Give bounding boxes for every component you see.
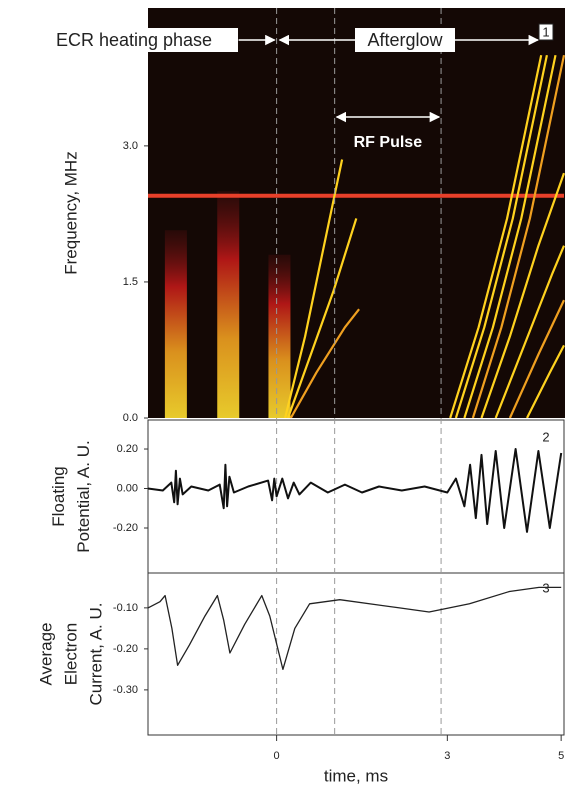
spectral-line — [449, 54, 543, 418]
y-axis-label: Current, A. U. — [86, 603, 105, 706]
y-tick-label: -0.30 — [113, 684, 138, 696]
panel-label: 2 — [542, 429, 549, 444]
y-axis-label: Electron — [61, 623, 80, 685]
annotation-box — [355, 28, 455, 52]
y-tick-label: 0.20 — [117, 443, 138, 455]
panel-label-box — [538, 23, 554, 41]
y-tick-label: -0.20 — [113, 522, 138, 534]
annotation: ECR heating phase — [56, 30, 212, 50]
y-tick-label: 0.0 — [123, 412, 138, 424]
y-tick-label: 3.0 — [123, 140, 138, 152]
trace — [147, 586, 562, 671]
x-axis-label: time, ms — [324, 766, 388, 785]
y-axis-label: Floating — [49, 466, 68, 526]
spectral-line — [471, 54, 565, 418]
burst — [164, 230, 187, 418]
burst — [268, 254, 291, 418]
x-tick-label: 0 — [274, 750, 280, 762]
y-tick-label: -0.20 — [113, 643, 138, 655]
y-axis-label: Potential, A. U. — [74, 440, 93, 552]
trace — [147, 448, 563, 533]
y-axis-label: Frequency, MHz — [61, 151, 80, 274]
x-tick-label: 5 — [558, 750, 564, 762]
panel-label: 1 — [542, 24, 549, 39]
annotation: RF Pulse — [354, 134, 423, 151]
spectral-line — [508, 299, 565, 418]
x-tick-label: 3 — [444, 750, 450, 762]
y-tick-label: -0.10 — [113, 602, 138, 614]
spectral-line — [463, 54, 557, 418]
spectral-line — [494, 245, 565, 418]
annotation-box — [30, 28, 238, 52]
annotation: Afterglow — [367, 30, 443, 50]
spectral-line — [454, 54, 548, 418]
spectral-line — [480, 172, 565, 418]
spectrogram — [148, 54, 565, 418]
burst — [217, 191, 240, 418]
axes: 0.0 1.5 3.0 Frequency, MHz 1 ECR heating phas… — [30, 8, 564, 785]
panel-frame — [147, 572, 565, 736]
spectral-line — [289, 308, 360, 418]
spectral-line — [286, 218, 358, 418]
y-axis-label: Average — [36, 622, 55, 685]
spectral-line — [284, 159, 344, 418]
spectral-line — [526, 344, 565, 418]
y-tick-label: 1.5 — [123, 276, 138, 288]
y-tick-label: 0.00 — [117, 482, 138, 494]
